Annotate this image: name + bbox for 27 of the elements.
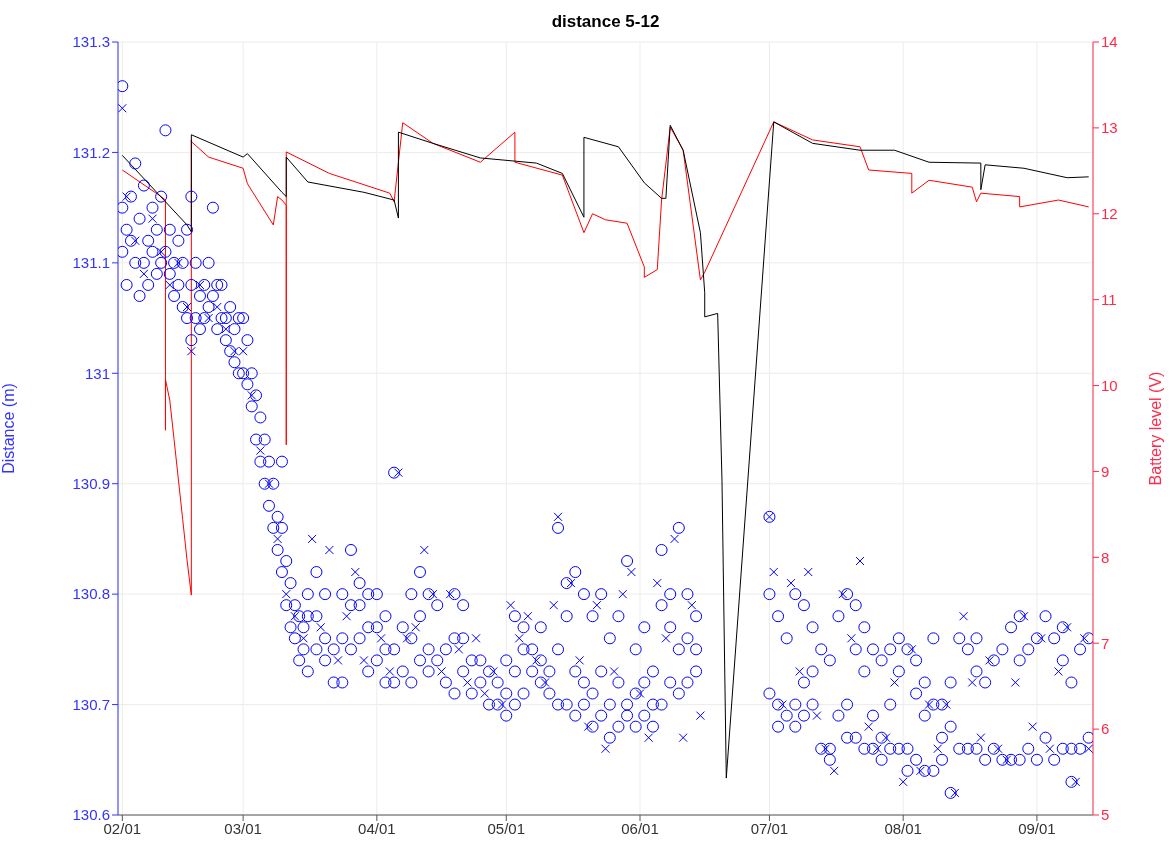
y2-tick-label: 13 (1101, 119, 1118, 137)
y2-tick-label: 8 (1101, 548, 1110, 566)
y-tick-label: 131.1 (72, 254, 110, 272)
y2-tick-label: 9 (1101, 462, 1110, 480)
x-tick-label: 04/01 (358, 819, 396, 837)
y2-tick-label: 7 (1101, 634, 1110, 652)
y2-tick-label: 14 (1101, 33, 1118, 51)
y-tick-label: 131.2 (72, 143, 110, 161)
y-tick-label: 131 (84, 364, 110, 382)
y-tick-label: 131.3 (72, 33, 110, 51)
y2-tick-label: 11 (1101, 290, 1117, 308)
y2-tick-label: 12 (1101, 205, 1118, 223)
y-tick-label: 130.9 (72, 475, 110, 493)
y-tick-label: 130.8 (72, 585, 110, 603)
y-axis-title: Distance (m) (0, 383, 17, 474)
x-tick-label: 07/01 (750, 819, 789, 837)
y-tick-label: 130.7 (72, 695, 110, 713)
y2-tick-label: 6 (1101, 720, 1110, 738)
chart-title: distance 5-12 (550, 12, 661, 32)
x-tick-label: 05/01 (487, 819, 526, 837)
y2-axis-title: Battery level (V) (1146, 371, 1164, 486)
x-tick-label: 09/01 (1018, 819, 1056, 837)
x-tick-label: 06/01 (621, 819, 659, 837)
x-tick-label: 08/01 (884, 819, 922, 837)
y2-tick-label: 10 (1101, 376, 1118, 394)
y2-tick-label: 5 (1101, 806, 1110, 824)
x-tick-label: 03/01 (224, 819, 262, 837)
